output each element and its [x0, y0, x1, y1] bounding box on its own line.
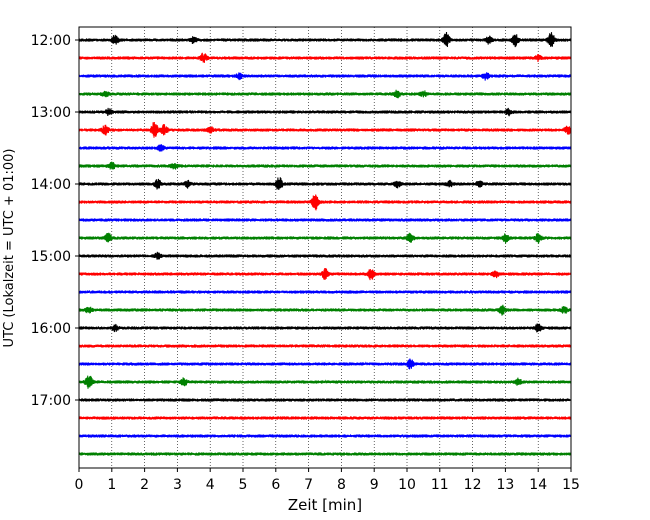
- y-tick-label-1600: 16:00: [31, 321, 71, 337]
- trace-1230: [78, 72, 572, 81]
- x-tick-label-2: 2: [140, 477, 149, 493]
- trace-1715: [78, 416, 572, 420]
- x-tick-label-0: 0: [75, 477, 84, 493]
- traces: [78, 32, 572, 456]
- trace-1730: [78, 434, 572, 438]
- trace-1600: [78, 323, 572, 333]
- x-tick-label-6: 6: [271, 477, 280, 493]
- trace-1530: [78, 290, 572, 294]
- x-tick-label-7: 7: [304, 477, 313, 493]
- x-tick-label-4: 4: [206, 477, 215, 493]
- trace-1315: [78, 121, 572, 138]
- y-axis-label: UTC (Lokalzeit = UTC + 01:00): [2, 149, 17, 348]
- trace-1645: [78, 375, 572, 389]
- y-tick-label-1300: 13:00: [31, 105, 71, 121]
- trace-1415: [78, 194, 572, 211]
- plot-frame: [78, 26, 572, 469]
- trace-1615: [78, 344, 572, 348]
- trace-1345: [78, 161, 572, 170]
- x-tick-label-15: 15: [562, 477, 580, 493]
- x-tick-label-12: 12: [464, 477, 482, 493]
- x-tick-label-11: 11: [431, 477, 449, 493]
- x-tick-label-9: 9: [370, 477, 379, 493]
- x-tick-label-8: 8: [337, 477, 346, 493]
- trace-1700: [78, 397, 572, 402]
- trace-1400: [78, 177, 572, 191]
- trace-1245: [78, 89, 572, 99]
- x-tick-label-5: 5: [239, 477, 248, 493]
- trace-1330: [78, 144, 572, 152]
- y-tick-label-1700: 17:00: [31, 393, 71, 409]
- x-tick-label-13: 13: [496, 477, 514, 493]
- trace-1430: [78, 218, 572, 222]
- x-axis-label: Zeit [min]: [288, 496, 362, 514]
- x-tick-label-14: 14: [529, 477, 547, 493]
- x-tick-label-1: 1: [107, 477, 116, 493]
- y-tick-label-1500: 15:00: [31, 249, 71, 265]
- x-axis: 0 1 2 3 4 5 6 7 8 9 10 11 12 13 14 15: [75, 468, 580, 493]
- trace-1445: [78, 232, 572, 244]
- trace-1515: [78, 268, 572, 281]
- trace-1545: [78, 304, 572, 316]
- x-tick-label-3: 3: [173, 477, 182, 493]
- trace-1500: [78, 251, 572, 260]
- y-axis: 12:00 13:00 14:00 15:00 16:00 17:00: [31, 33, 79, 409]
- x-tick-label-10: 10: [398, 477, 416, 493]
- y-tick-label-1400: 14:00: [31, 177, 71, 193]
- trace-1200: [78, 32, 572, 48]
- trace-1215: [78, 52, 572, 63]
- trace-1745: [78, 452, 572, 456]
- trace-1630: [78, 358, 572, 370]
- trace-1300: [78, 107, 572, 117]
- y-tick-label-1200: 12:00: [31, 33, 71, 49]
